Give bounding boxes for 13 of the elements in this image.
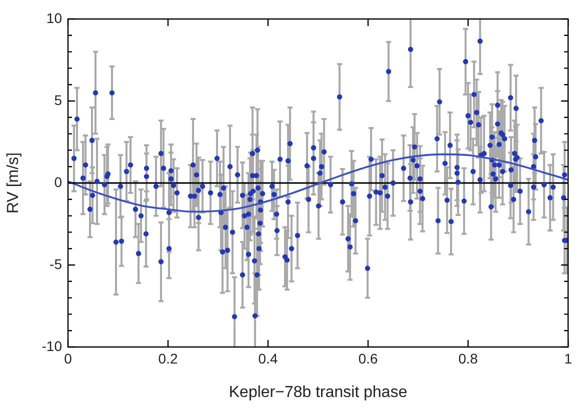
x-axis-title: Kepler−78b transit phase: [228, 384, 408, 401]
y-tick-label: -10: [42, 338, 62, 354]
x-tick-label: 0.8: [458, 350, 478, 366]
y-tick-label: -5: [50, 256, 62, 272]
x-tick-label: 0: [64, 350, 72, 366]
y-tick-label: 5: [54, 92, 62, 108]
x-tick-label: 0.6: [358, 350, 378, 366]
y-tick-label: 10: [46, 10, 62, 26]
x-tick-label: 1: [564, 350, 572, 366]
y-axis-title: RV [m/s]: [5, 152, 22, 214]
x-tick-label: 0.4: [258, 350, 278, 366]
y-tick-label: 0: [54, 174, 62, 190]
x-tick-label: 0.2: [158, 350, 178, 366]
